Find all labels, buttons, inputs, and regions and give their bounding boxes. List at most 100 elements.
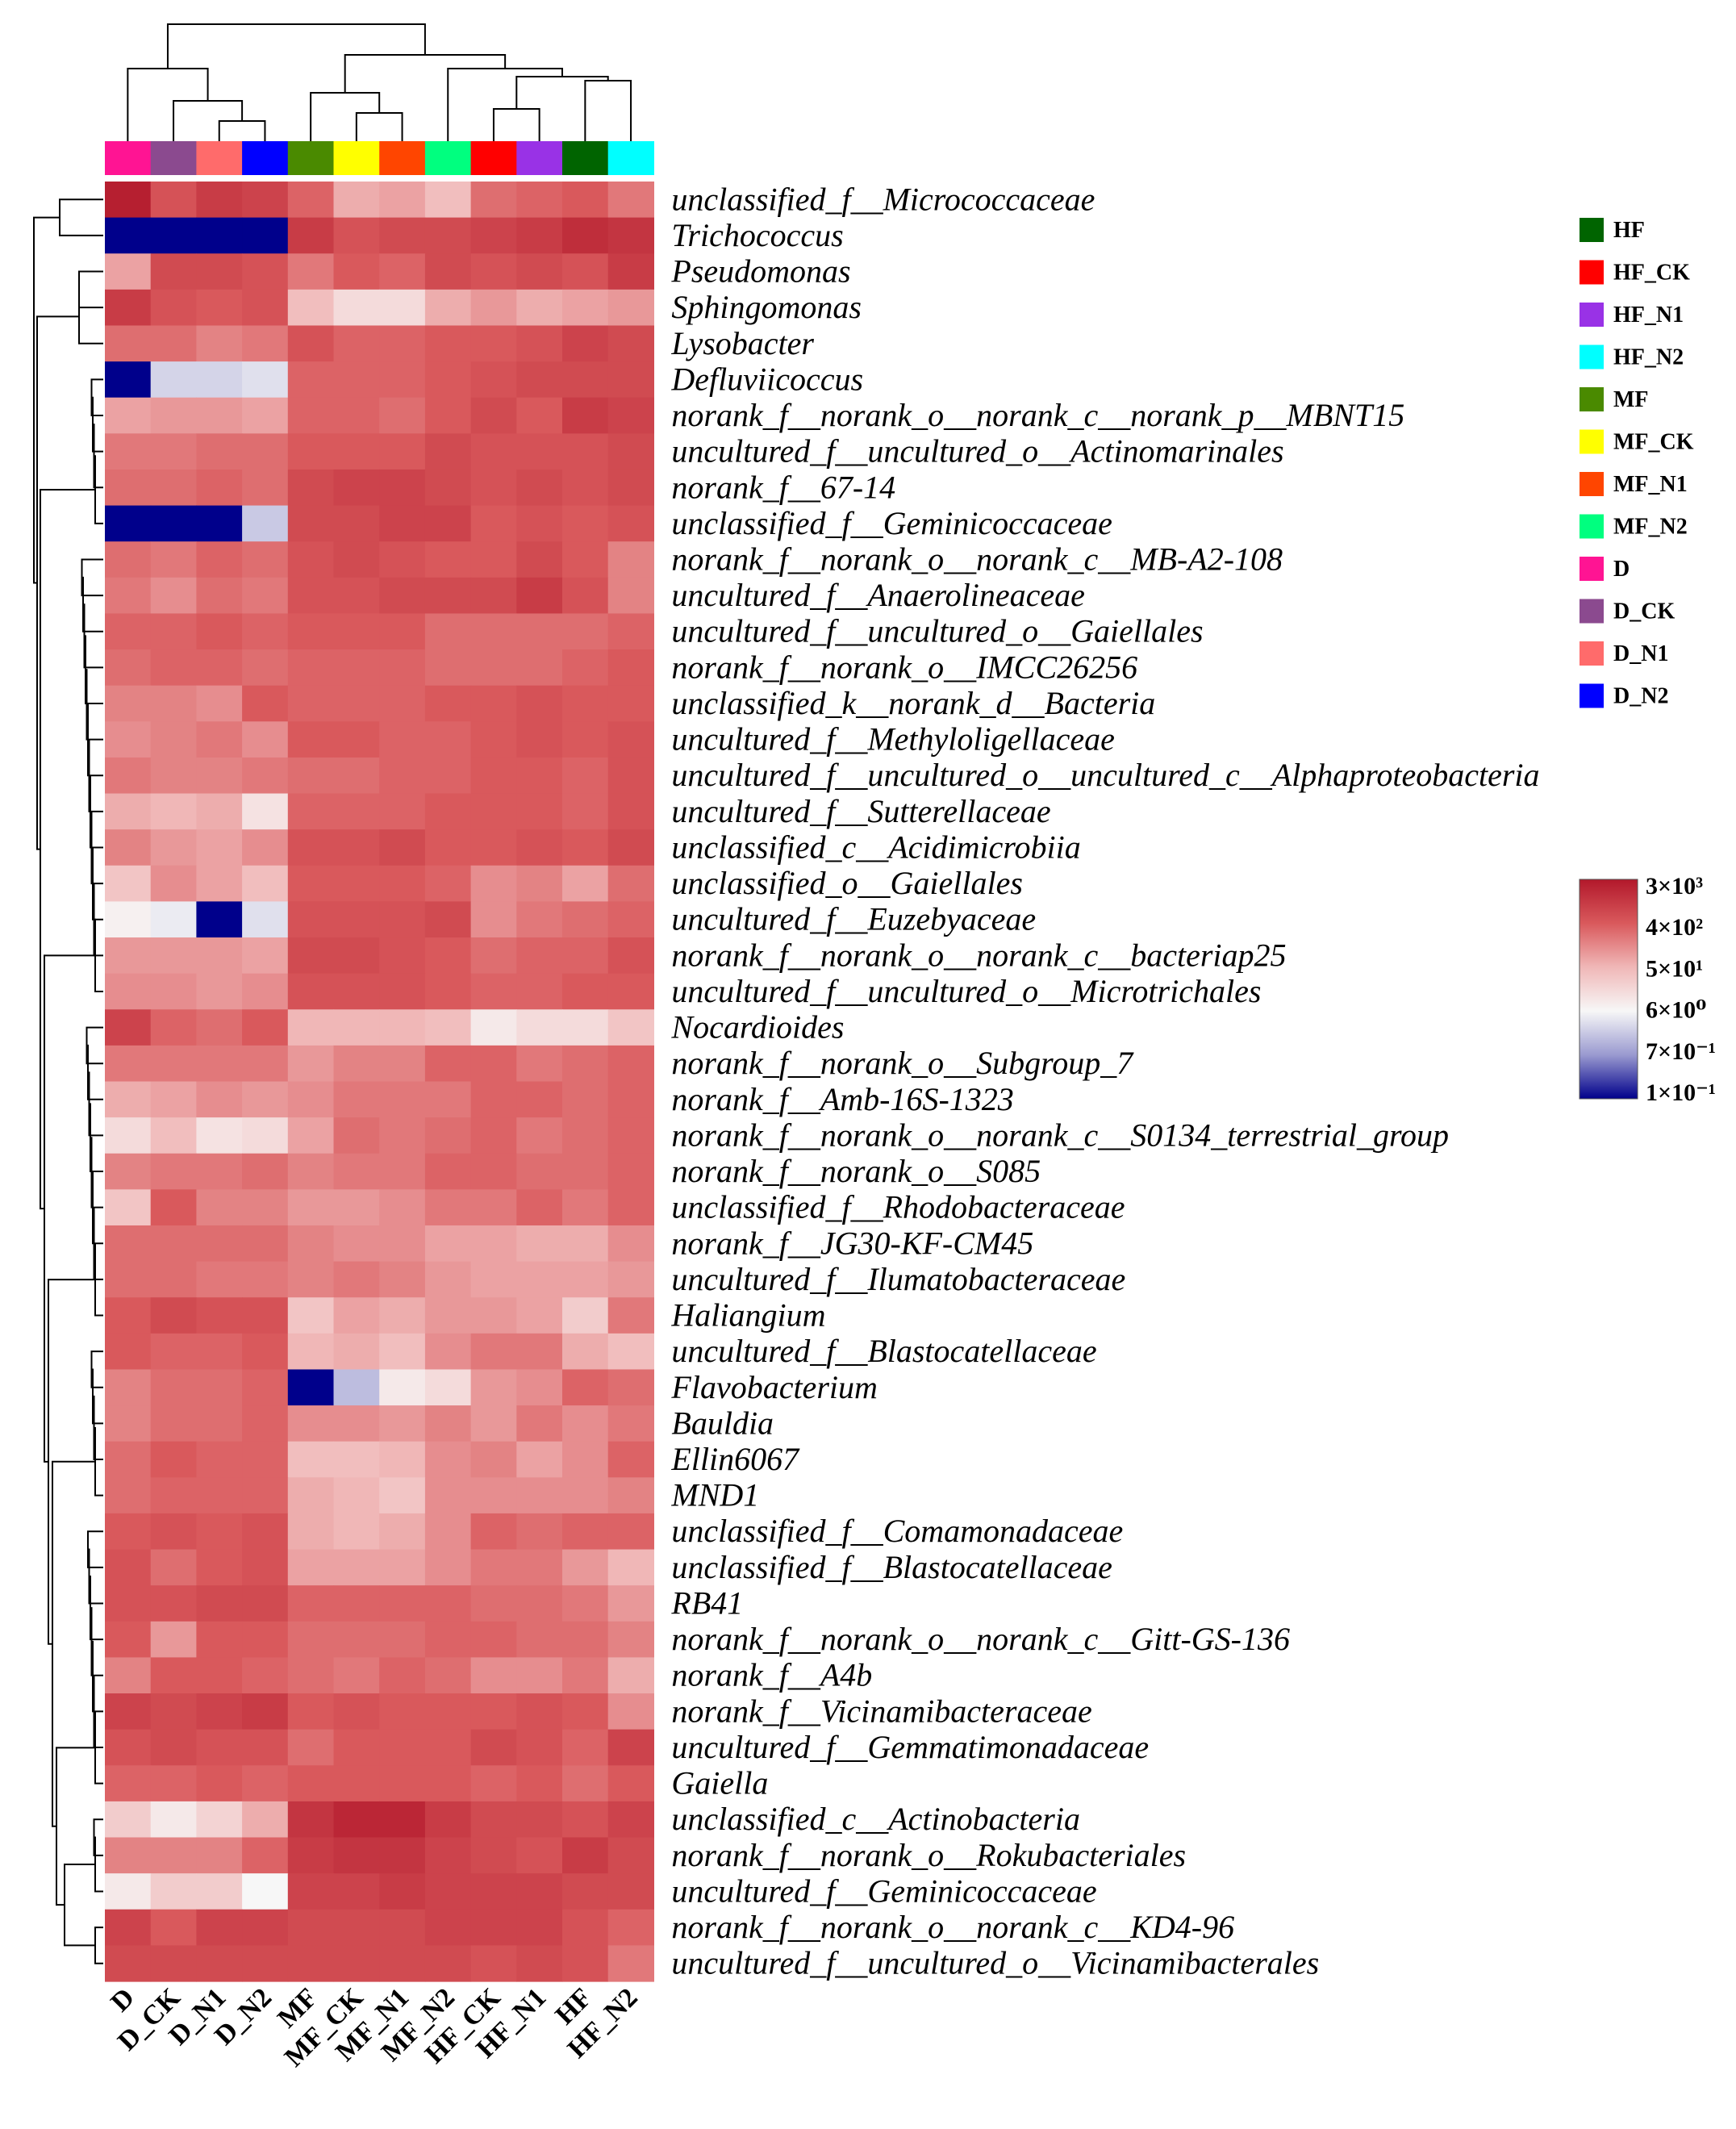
- heatmap-cell: [105, 973, 152, 1010]
- heatmap-cell: [516, 613, 563, 650]
- heatmap-cell: [105, 397, 152, 434]
- heatmap-cell: [424, 1225, 472, 1263]
- row-label: uncultured_f__uncultured_o__Vicinamibact…: [671, 1945, 1319, 1981]
- heatmap-cell: [470, 1081, 517, 1118]
- heatmap-cell: [470, 937, 517, 975]
- color-scale-bar: [1579, 879, 1638, 1100]
- heatmap-cell: [379, 1261, 426, 1298]
- heatmap-cell: [562, 793, 609, 830]
- heatmap-cell: [607, 397, 654, 434]
- heatmap-cell: [562, 613, 609, 650]
- heatmap-cell: [196, 1369, 243, 1406]
- heatmap-cell: [379, 1405, 426, 1442]
- heatmap-cell: [105, 289, 152, 327]
- heatmap-cell: [379, 1009, 426, 1046]
- heatmap-cell: [333, 541, 380, 578]
- heatmap-cell: [424, 361, 472, 399]
- heatmap-cell: [196, 649, 243, 687]
- heatmap-cell: [150, 1837, 197, 1874]
- dendrogram-link: [78, 270, 103, 309]
- heatmap-cell: [562, 1009, 609, 1046]
- heatmap-cell: [287, 469, 335, 507]
- heatmap-cell: [242, 505, 289, 542]
- heatmap-cell: [516, 361, 563, 399]
- heatmap-cell: [516, 217, 563, 254]
- heatmap-cell: [287, 577, 335, 615]
- heatmap-cell: [562, 1153, 609, 1190]
- heatmap-cell: [242, 1765, 289, 1802]
- heatmap-cell: [150, 289, 197, 327]
- heatmap-cell: [516, 505, 563, 542]
- row-label: unclassified_f__Blastocatellaceae: [671, 1549, 1112, 1585]
- heatmap-cell: [516, 1549, 563, 1586]
- row-label: Bauldia: [671, 1405, 774, 1441]
- group-color-cell: [470, 141, 517, 175]
- heatmap-cell: [105, 1621, 152, 1659]
- heatmap-cell: [196, 1477, 243, 1514]
- legend-label: MF_CK: [1613, 430, 1694, 455]
- heatmap-cell: [562, 433, 609, 470]
- row-label: norank_f__norank_o__Rokubacteriales: [671, 1837, 1186, 1873]
- heatmap-cell: [424, 1729, 472, 1766]
- heatmap-cell: [607, 1045, 654, 1083]
- row-label: norank_f__Vicinamibacteraceae: [671, 1693, 1091, 1729]
- heatmap-cell: [333, 1801, 380, 1839]
- heatmap-cell: [150, 469, 197, 507]
- heatmap-cell: [105, 1045, 152, 1083]
- heatmap-cell: [333, 325, 380, 362]
- heatmap-cell: [516, 973, 563, 1010]
- heatmap-cell: [287, 1657, 335, 1694]
- heatmap-cell: [607, 1441, 654, 1478]
- heatmap-cell: [470, 1729, 517, 1766]
- heatmap-cell: [150, 325, 197, 362]
- heatmap-cell: [379, 829, 426, 866]
- heatmap-cell: [516, 1153, 563, 1190]
- heatmap-cell: [607, 1549, 654, 1586]
- heatmap-cell: [379, 1909, 426, 1946]
- row-label: Defluviicoccus: [670, 361, 863, 397]
- heatmap-cell: [470, 182, 517, 219]
- heatmap-cell: [379, 1333, 426, 1371]
- heatmap-cell: [196, 1117, 243, 1154]
- heatmap-cell: [287, 901, 335, 938]
- heatmap-cell: [470, 1549, 517, 1586]
- heatmap-cell: [470, 1153, 517, 1190]
- heatmap-cell: [333, 1549, 380, 1586]
- heatmap-cell: [105, 433, 152, 470]
- heatmap-cell: [562, 865, 609, 902]
- heatmap-cell: [424, 289, 472, 327]
- dendrogram-link: [492, 108, 540, 141]
- row-label: Trichococcus: [671, 217, 843, 253]
- row-label: MND1: [670, 1477, 759, 1513]
- heatmap-cell: [607, 1585, 654, 1622]
- heatmap-cell: [105, 1477, 152, 1514]
- heatmap-cell: [333, 649, 380, 687]
- heatmap-cell: [607, 1117, 654, 1154]
- heatmap-cell: [333, 793, 380, 830]
- heatmap-cell: [105, 1585, 152, 1622]
- heatmap-cell: [242, 613, 289, 650]
- group-color-cell: [287, 141, 335, 175]
- legend-swatch: [1580, 472, 1604, 496]
- heatmap-cell: [287, 1405, 335, 1442]
- heatmap-cell: [105, 1153, 152, 1190]
- row-label: unclassified_c__Actinobacteria: [671, 1801, 1080, 1837]
- dendrogram-link: [59, 198, 103, 236]
- heatmap-cell: [607, 649, 654, 687]
- heatmap-cell: [424, 433, 472, 470]
- heatmap-cell: [379, 757, 426, 795]
- heatmap-cell: [105, 649, 152, 687]
- heatmap-cell: [242, 1657, 289, 1694]
- heatmap-cell: [196, 973, 243, 1010]
- dendrogram-link: [166, 23, 426, 69]
- heatmap-cell: [196, 1585, 243, 1622]
- heatmap-cell: [516, 1873, 563, 1910]
- heatmap-cell: [424, 1261, 472, 1298]
- heatmap-cell: [562, 1189, 609, 1226]
- heatmap-cell: [287, 721, 335, 758]
- legend-swatch: [1580, 514, 1604, 539]
- heatmap-cell: [105, 361, 152, 399]
- row-label: Gaiella: [671, 1765, 768, 1801]
- heatmap-cell: [379, 1873, 426, 1910]
- heatmap-cell: [562, 505, 609, 542]
